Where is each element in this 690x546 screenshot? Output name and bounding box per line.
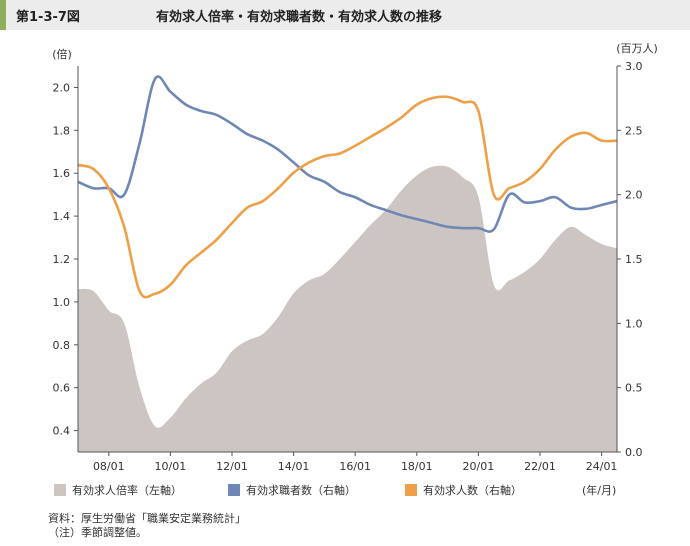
- legend-swatch-ratio: [54, 484, 66, 496]
- legend-label-ratio: 有効求人倍率（左軸）: [72, 484, 182, 497]
- series-line-seekers: [77, 75, 618, 233]
- figure-number: 第1-3-7図: [16, 10, 80, 25]
- x-tick-label: 24/01: [586, 460, 618, 473]
- x-tick-label: 20/01: [463, 460, 495, 473]
- left-tick-label: 2.0: [53, 81, 71, 94]
- left-tick-label: 0.8: [53, 339, 71, 352]
- legend-item-openings: 有効求人数（右軸）: [405, 482, 522, 498]
- right-tick-label: 2.5: [625, 124, 643, 137]
- left-tick-label: 1.6: [53, 167, 71, 180]
- left-tick-label: 1.2: [53, 253, 71, 266]
- right-tick-label: 1.5: [625, 253, 643, 266]
- x-tick-label: 22/01: [524, 460, 556, 473]
- legend-swatch-seekers: [228, 484, 240, 496]
- x-axis-unit-label: (年/月): [582, 484, 617, 497]
- right-tick-label: 3.0: [625, 60, 643, 73]
- chart-header: 第1-3-7図 有効求人倍率・有効求職者数・有効求人数の推移: [0, 0, 690, 30]
- x-tick-label: 12/01: [216, 460, 248, 473]
- x-tick-label: 16/01: [339, 460, 371, 473]
- legend-item-seekers: 有効求職者数（右軸）: [228, 482, 356, 498]
- left-tick-label: 1.0: [53, 296, 71, 309]
- legend-label-seekers: 有効求職者数（右軸）: [246, 484, 356, 497]
- series-area-ratio: [78, 165, 617, 453]
- right-tick-label: 1.0: [625, 317, 643, 330]
- left-tick-label: 1.4: [53, 210, 71, 223]
- x-tick-label: 08/01: [93, 460, 125, 473]
- right-axis-unit: (百万人): [616, 42, 658, 55]
- left-axis-unit: (倍): [52, 47, 72, 61]
- remark-note: （注）季節調整値。: [48, 526, 147, 539]
- x-tick-label: 14/01: [278, 460, 310, 473]
- source-note: 資料：厚生労働省「職業安定業務統計」: [48, 512, 246, 525]
- right-tick-label: 0.0: [625, 446, 643, 459]
- x-axis-unit: (年/月): [582, 482, 616, 498]
- right-tick-label: 2.0: [625, 189, 643, 202]
- chart-svg: 0.4 0.6 0.8 1.0 1.2 1.4 1.6 1.8 2.0 0.0 0.5 1.0 1.5 2…: [52, 42, 658, 473]
- left-tick-label: 0.4: [53, 425, 71, 438]
- legend-swatch-openings: [405, 484, 417, 496]
- x-tick-label: 18/01: [401, 460, 433, 473]
- right-tick-label: 0.5: [625, 382, 643, 395]
- x-tick-label: 10/01: [155, 460, 187, 473]
- series-line-openings: [77, 95, 618, 299]
- left-tick-label: 1.8: [53, 124, 71, 137]
- legend-label-openings: 有効求人数（右軸）: [423, 484, 522, 497]
- page-title: 有効求人倍率・有効求職者数・有効求人数の推移: [156, 10, 443, 25]
- legend-item-ratio: 有効求人倍率（左軸）: [54, 482, 182, 498]
- left-tick-label: 0.6: [53, 382, 71, 395]
